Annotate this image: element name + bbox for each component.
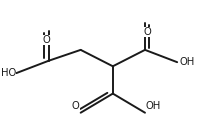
Text: HO: HO — [1, 68, 16, 78]
Text: O: O — [143, 27, 151, 37]
Text: OH: OH — [180, 57, 195, 67]
Text: O: O — [72, 101, 80, 111]
Text: O: O — [43, 35, 50, 45]
Text: OH: OH — [145, 101, 161, 111]
